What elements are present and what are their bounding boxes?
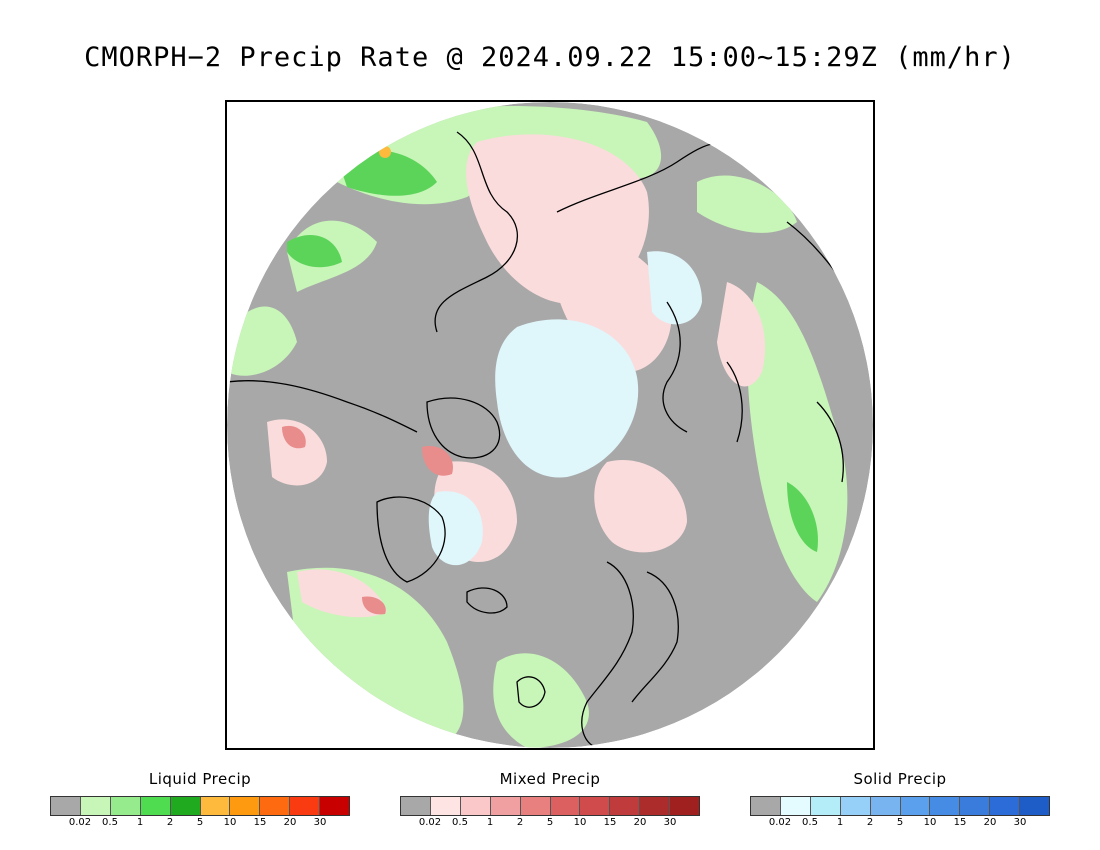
tick-label: 20 — [633, 817, 647, 828]
tick-label: 15 — [603, 817, 617, 828]
tick-label: 0.5 — [802, 817, 818, 828]
color-scale — [750, 796, 1050, 816]
legend-swatch — [290, 797, 321, 815]
legend-swatch — [810, 797, 841, 815]
legend-swatch — [230, 797, 261, 815]
legend-swatch — [170, 797, 201, 815]
tick-label: 20 — [283, 817, 297, 828]
legend-swatch — [930, 797, 961, 815]
legend-swatch — [200, 797, 231, 815]
tick-label: 10 — [573, 817, 587, 828]
tick-labels: 0.02 0.5 1 2 5 10 15 20 30 — [750, 816, 1050, 830]
legend-swatch — [580, 797, 611, 815]
tick-label: 30 — [663, 817, 677, 828]
tick-label: 20 — [983, 817, 997, 828]
tick-label: 0.5 — [452, 817, 468, 828]
tick-label: 0.02 — [768, 817, 792, 828]
tick-label: 2 — [166, 817, 174, 828]
color-scale — [400, 796, 700, 816]
legend-swatch — [990, 797, 1021, 815]
map-title: CMORPH−2 Precip Rate @ 2024.09.22 15:00~… — [84, 42, 1016, 73]
tick-label: 30 — [1013, 817, 1027, 828]
legend-swatch — [520, 797, 551, 815]
legend-swatch — [430, 797, 461, 815]
legend-title: Solid Precip — [853, 770, 947, 788]
tick-label: 10 — [923, 817, 937, 828]
legend-swatch — [780, 797, 811, 815]
legend-swatch — [550, 797, 581, 815]
legend-swatch — [110, 797, 141, 815]
legend-swatch — [640, 797, 671, 815]
tick-label: 15 — [953, 817, 967, 828]
tick-label: 0.02 — [68, 817, 92, 828]
solid-precip-areas — [428, 251, 702, 566]
legend-solid-precip: Solid Precip 0.02 0.5 1 2 5 10 15 20 30 — [750, 770, 1050, 830]
tick-label: 1 — [486, 817, 494, 828]
legend-swatch — [900, 797, 931, 815]
mixed-precip-moderate — [282, 425, 453, 615]
tick-label: 10 — [223, 817, 237, 828]
legend-swatch — [401, 797, 431, 815]
legend-swatch — [80, 797, 111, 815]
legend-swatch — [460, 797, 491, 815]
coastlines — [227, 131, 873, 748]
legend-swatch — [610, 797, 641, 815]
tick-label: 5 — [896, 817, 904, 828]
tick-label: 0.02 — [418, 817, 442, 828]
legend-swatch — [670, 797, 700, 815]
legend-liquid-precip: Liquid Precip 0.02 0.5 1 2 5 10 15 20 30 — [50, 770, 350, 830]
color-scale — [50, 796, 350, 816]
tick-label: 15 — [253, 817, 267, 828]
tick-label: 5 — [546, 817, 554, 828]
legend-swatch — [51, 797, 81, 815]
legend-title: Liquid Precip — [148, 770, 252, 788]
legend-swatch — [751, 797, 781, 815]
tick-label: 2 — [516, 817, 524, 828]
legend-swatch — [870, 797, 901, 815]
tick-labels: 0.02 0.5 1 2 5 10 15 20 30 — [400, 816, 700, 830]
legend-swatch — [840, 797, 871, 815]
legend-swatch — [490, 797, 521, 815]
legend-swatch — [960, 797, 991, 815]
tick-label: 2 — [866, 817, 874, 828]
legend-mixed-precip: Mixed Precip 0.02 0.5 1 2 5 10 15 20 30 — [400, 770, 700, 830]
legend-swatch — [1020, 797, 1050, 815]
legend-swatch — [320, 797, 350, 815]
precip-map — [225, 100, 875, 750]
tick-labels: 0.02 0.5 1 2 5 10 15 20 30 — [50, 816, 350, 830]
tick-label: 30 — [313, 817, 327, 828]
legend-swatch — [260, 797, 291, 815]
tick-label: 1 — [136, 817, 144, 828]
polar-projection — [227, 102, 873, 748]
legend-swatch — [140, 797, 171, 815]
tick-label: 1 — [836, 817, 844, 828]
heavy-rain-spot — [379, 146, 391, 158]
legend-title: Mixed Precip — [499, 770, 601, 788]
tick-label: 5 — [196, 817, 204, 828]
tick-label: 0.5 — [102, 817, 118, 828]
